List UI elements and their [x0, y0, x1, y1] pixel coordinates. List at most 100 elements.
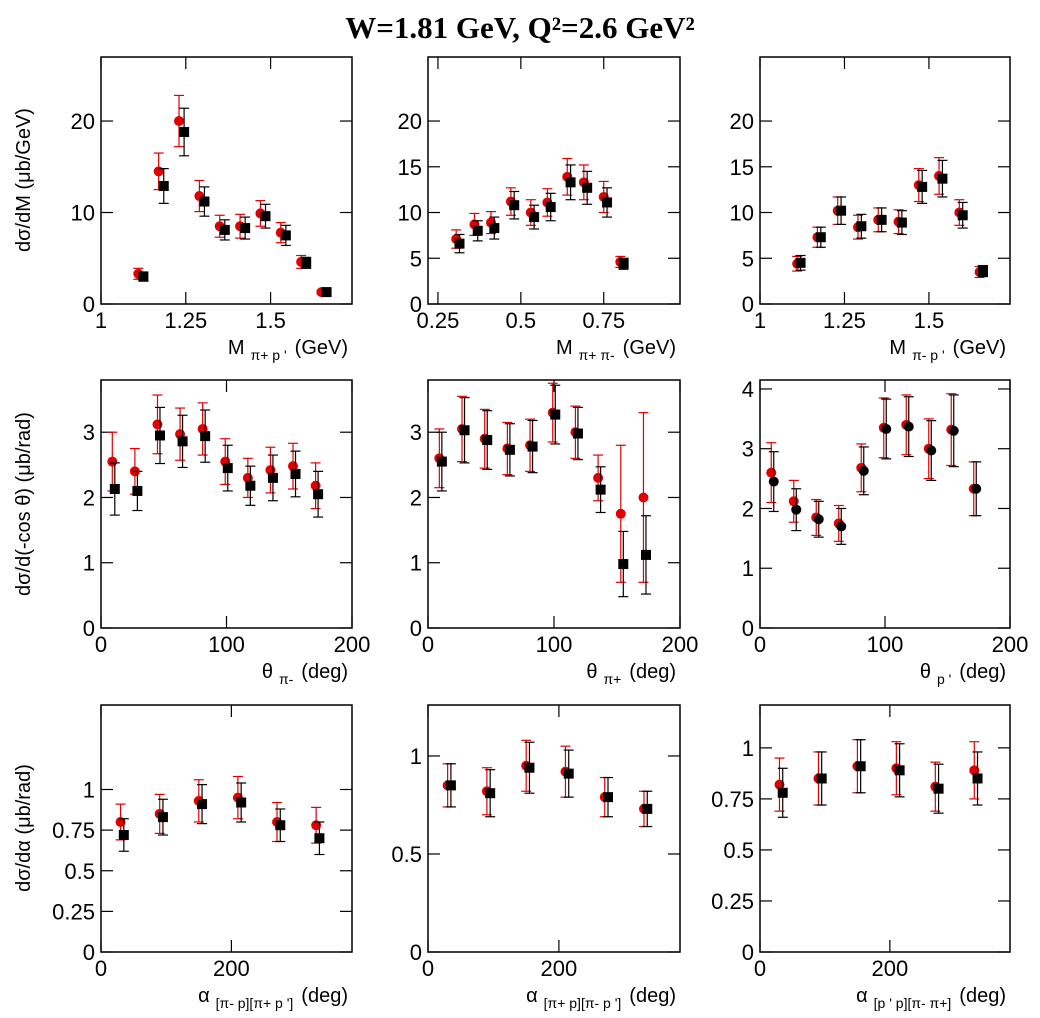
data-point — [157, 812, 168, 823]
data-point — [881, 424, 892, 435]
x-tick-label: 1.25 — [164, 308, 207, 333]
x-label-subscript: π- — [279, 671, 294, 687]
data-point — [565, 177, 576, 188]
x-tick-label: 200 — [662, 632, 699, 657]
x-label-symbol: θ — [586, 661, 597, 683]
x-label-subscript: [p ' p][π- π+] — [874, 995, 952, 1011]
y-tick-label: 2 — [410, 485, 422, 510]
plot-frame — [427, 704, 681, 953]
x-label-symbol: M — [556, 337, 573, 359]
data-point — [638, 492, 649, 503]
plot-frame — [427, 56, 681, 305]
data-point — [618, 258, 629, 269]
x-label-subscript: [π+ p][π- p '] — [544, 995, 622, 1011]
data-point — [937, 173, 948, 184]
x-label-subscript: p ' — [937, 671, 951, 687]
data-point — [572, 428, 583, 439]
x-tick-label: 100 — [867, 632, 904, 657]
y-tick-label: 15 — [398, 155, 422, 180]
data-point — [933, 783, 944, 794]
data-point — [174, 116, 185, 127]
data-point — [813, 514, 824, 525]
data-point — [777, 787, 788, 798]
data-point — [640, 549, 651, 560]
y-axis-label: dσ/dα (μb/rad) — [13, 764, 35, 892]
y-tick-label: 1 — [742, 736, 754, 761]
x-axis-label: α [p ' p][π- π+] (deg) — [856, 985, 1006, 1011]
x-tick-label: 0.25 — [417, 308, 460, 333]
y-tick-label: 0 — [410, 292, 422, 317]
x-label-unit: (GeV) — [295, 337, 348, 359]
data-point — [894, 765, 905, 776]
data-point — [642, 803, 653, 814]
x-tick-label: 1.25 — [823, 308, 866, 333]
data-point — [152, 419, 163, 430]
data-point — [593, 472, 604, 483]
y-tick-label: 0.25 — [711, 889, 754, 914]
data-point — [957, 210, 968, 221]
data-point — [926, 445, 937, 456]
y-tick-label: 15 — [730, 155, 754, 180]
y-tick-label: 10 — [398, 201, 422, 226]
y-tick-label: 1 — [83, 551, 95, 576]
x-label-symbol: α — [198, 985, 210, 1007]
data-point — [199, 196, 210, 207]
data-point — [459, 425, 470, 436]
data-point — [321, 287, 332, 298]
y-axis-label: dσ/dM (μb/GeV) — [13, 108, 35, 252]
data-point — [774, 779, 785, 790]
data-point — [545, 202, 556, 213]
x-label-symbol: α — [526, 985, 538, 1007]
data-point — [603, 792, 613, 803]
x-axis-label: θ π+ (deg) — [586, 661, 676, 687]
x-label-subscript: π+ π- — [579, 347, 615, 363]
x-axis-label: α [π+ p][π- p '] (deg) — [526, 985, 676, 1011]
y-tick-label: 0 — [83, 616, 95, 641]
y-tick-label: 0.5 — [723, 838, 754, 863]
data-point — [179, 127, 190, 138]
data-point — [836, 521, 847, 532]
data-point — [197, 799, 208, 810]
data-point — [855, 761, 866, 772]
x-label-unit: (deg) — [301, 985, 348, 1007]
x-label-subscript: π+ — [603, 671, 621, 687]
data-point — [524, 762, 535, 773]
plot-frame — [100, 56, 353, 305]
y-tick-label: 0 — [83, 940, 95, 965]
y-tick-label: 20 — [730, 109, 754, 134]
plot-frame — [759, 704, 1011, 953]
plot-frame — [759, 56, 1011, 305]
x-tick-label: 0 — [754, 632, 766, 657]
y-tick-label: 2 — [83, 485, 95, 510]
data-point — [314, 833, 325, 844]
data-point — [158, 180, 169, 191]
data-point — [972, 773, 983, 784]
x-tick-label: 200 — [334, 632, 371, 657]
y-tick-label: 0 — [742, 292, 754, 317]
data-point — [563, 768, 574, 779]
data-point — [485, 788, 496, 799]
y-tick-label: 0.5 — [391, 842, 422, 867]
data-point — [301, 257, 312, 268]
x-label-subscript: π- p ' — [912, 347, 945, 363]
data-point — [618, 559, 629, 570]
x-tick-label: 1.5 — [914, 308, 945, 333]
data-point — [200, 431, 211, 442]
y-tick-label: 0.75 — [711, 787, 754, 812]
x-label-unit: (deg) — [629, 661, 676, 683]
data-point — [768, 476, 779, 487]
data-point — [550, 409, 561, 420]
data-point — [280, 230, 291, 241]
y-tick-label: 0.25 — [52, 899, 95, 924]
data-point — [260, 211, 271, 222]
y-tick-label: 1 — [410, 551, 422, 576]
x-label-unit: (GeV) — [623, 337, 676, 359]
x-tick-label: 200 — [541, 956, 578, 981]
y-tick-label: 5 — [742, 246, 754, 271]
y-tick-label: 3 — [83, 420, 95, 445]
figure-title: W=1.81 GeV, Q²=2.6 GeV² — [345, 10, 695, 45]
